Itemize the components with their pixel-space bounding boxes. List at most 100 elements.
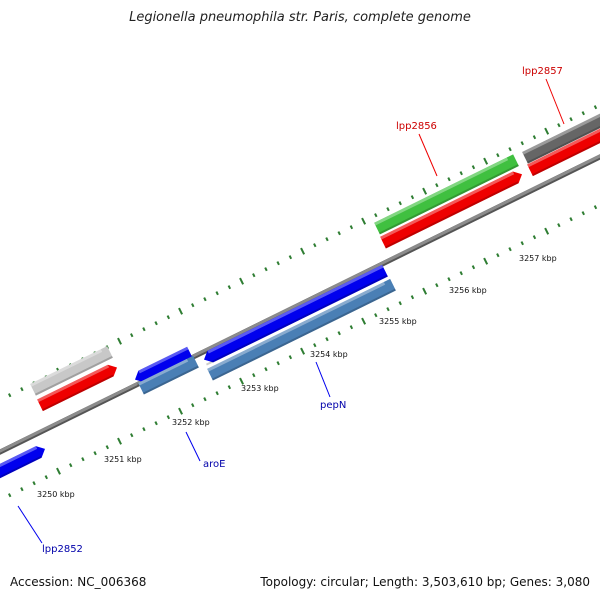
outer-tick: [252, 273, 256, 278]
inner-tick: [569, 217, 573, 222]
inner-tick: [105, 445, 110, 450]
outer-tick: [447, 177, 451, 182]
gene-label-aroE: aroE: [203, 459, 225, 470]
outer-tick: [459, 171, 463, 176]
inner-tick: [44, 475, 48, 480]
kbp-label: 3254 kbp: [310, 350, 348, 359]
cds-lpp2856-green: [374, 154, 519, 235]
inner-tick: [386, 307, 390, 312]
cds-lpp2852: [0, 446, 45, 480]
inner-tick: [435, 283, 439, 288]
outer-tick: [471, 165, 476, 170]
inner-tick: [215, 391, 219, 396]
outer-tick: [276, 261, 280, 266]
outer-tick: [191, 303, 195, 308]
inner-tick: [81, 457, 85, 462]
kbp-label: 3253 kbp: [241, 384, 279, 393]
inner-tick: [508, 247, 512, 252]
outer-tick: [435, 183, 439, 188]
inner-tick: [7, 493, 12, 498]
kbp-label: 3256 kbp: [449, 286, 487, 295]
outer-tick: [178, 307, 183, 315]
inner-tick: [581, 211, 585, 216]
accession-text: Accession: NC_006368: [10, 575, 147, 589]
outer-tick: [569, 117, 573, 122]
outer-tick: [374, 213, 378, 218]
inner-tick: [532, 235, 537, 240]
inner-tick: [496, 253, 500, 258]
cds-blue-long: [204, 264, 388, 366]
inner-tick: [349, 325, 354, 330]
inner-tick: [93, 451, 97, 456]
cds-red-left: [37, 364, 117, 412]
outer-tick: [520, 141, 524, 146]
outer-tick: [142, 327, 146, 332]
inner-tick: [557, 223, 561, 228]
kbp-label-layer: 3250 kbp 3251 kbp 3252 kbp 3253 kbp 3254 kbp…: [37, 254, 557, 499]
inner-tick: [203, 397, 207, 402]
gene-label-leader: [315, 361, 331, 398]
gene-label-leader: [185, 431, 201, 462]
inner-tick: [154, 421, 158, 426]
inner-tick: [520, 241, 524, 246]
inner-tick: [191, 403, 195, 408]
inner-tick: [178, 407, 183, 415]
inner-tick: [32, 481, 36, 486]
kbp-label: 3250 kbp: [37, 490, 75, 499]
outer-tick: [386, 207, 390, 212]
inner-tick: [398, 301, 402, 306]
outer-tick: [300, 247, 306, 255]
outer-tick: [117, 337, 122, 345]
kbp-label: 3251 kbp: [104, 455, 142, 464]
cds-lpp2857-gray: [522, 110, 600, 164]
outer-tick: [349, 225, 354, 230]
outer-tick: [544, 127, 550, 135]
inner-tick: [483, 257, 489, 265]
gene-label-pepN: pepN: [320, 400, 346, 411]
outer-tick: [325, 237, 329, 242]
inner-tick: [117, 437, 122, 445]
outer-tick: [313, 243, 317, 248]
inner-tick: [130, 433, 134, 438]
inner-tick: [325, 337, 329, 342]
inner-tick: [288, 355, 293, 360]
map-title: Legionella pneumophila str. Paris, compl…: [129, 10, 471, 25]
outer-tick: [203, 297, 207, 302]
outer-tick: [337, 231, 341, 236]
gene-label-lpp2852: lpp2852: [42, 544, 83, 555]
inner-tick: [142, 427, 146, 432]
outer-tick: [410, 195, 415, 200]
outer-tick: [264, 267, 268, 272]
cds-lpp2856: [380, 171, 523, 249]
inner-tick: [422, 287, 428, 295]
outer-tick: [227, 285, 232, 290]
inner-tick: [264, 367, 268, 372]
inner-tick: [166, 415, 171, 420]
inner-tick: [252, 373, 256, 378]
outer-tick: [288, 255, 293, 260]
gene-label-leader: [17, 505, 43, 544]
inner-tick: [471, 265, 476, 270]
cds-gray-light: [30, 346, 113, 396]
outer-tick: [581, 111, 585, 116]
outer-tick: [483, 157, 489, 165]
inner-tick: [410, 295, 415, 300]
inner-tick: [239, 377, 245, 385]
kbp-label: 3257 kbp: [519, 254, 557, 263]
inner-tick: [56, 467, 61, 475]
inner-tick: [337, 331, 341, 336]
gene-label-layer: lpp2852 aroE pepN lpp2856 lpp2857: [17, 66, 565, 555]
kbp-label: 3255 kbp: [379, 317, 417, 326]
inner-tick: [276, 361, 280, 366]
genome-summary-text: Topology: circular; Length: 3,503,610 bp…: [260, 575, 590, 589]
cds-aroE: [138, 355, 199, 395]
gene-label-lpp2857: lpp2857: [522, 66, 563, 77]
outer-tick: [7, 393, 12, 398]
feature-track: [0, 110, 600, 480]
inner-tick: [313, 343, 317, 348]
outer-tick: [422, 187, 428, 195]
outer-tick: [557, 123, 561, 128]
gene-label-leader: [418, 133, 438, 177]
kbp-label: 3252 kbp: [172, 418, 210, 427]
